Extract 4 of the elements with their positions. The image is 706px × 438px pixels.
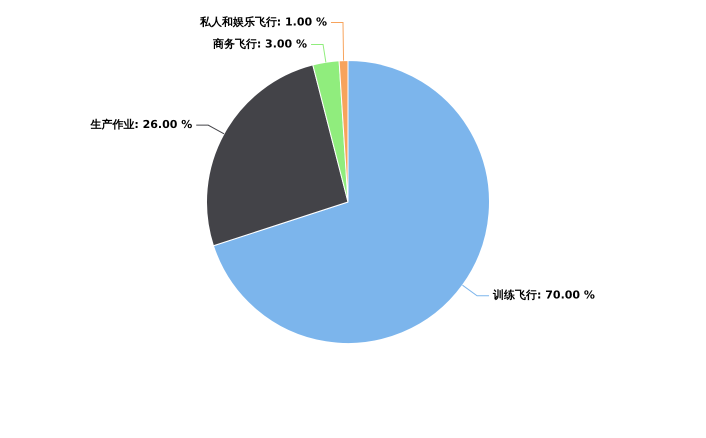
slice-label: 私人和娱乐飞行: 1.00 % xyxy=(198,15,327,28)
slice-label: 生产作业: 26.00 % xyxy=(89,118,192,132)
slice-label: 商务飞行: 3.00 % xyxy=(212,37,308,50)
slice-label: 训练飞行: 70.00 % xyxy=(492,288,595,302)
